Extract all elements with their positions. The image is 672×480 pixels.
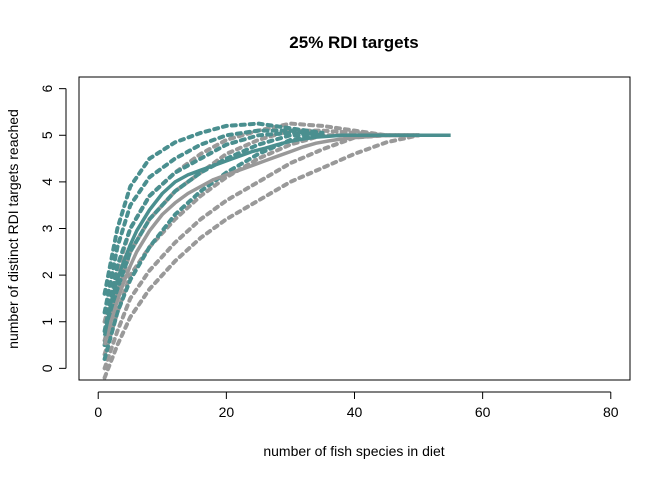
chart-title: 25% RDI targets — [289, 33, 418, 52]
grey-bands-line — [102, 128, 421, 343]
y-tick-label: 1 — [39, 318, 55, 326]
y-tick-label: 5 — [39, 131, 55, 139]
y-tick-label: 6 — [39, 85, 55, 93]
teal-mean-line — [102, 133, 451, 337]
x-tick-label: 80 — [603, 404, 619, 420]
teal-bands-line — [102, 133, 325, 347]
teal-bands-line — [102, 121, 325, 296]
y-tick-label: 4 — [39, 178, 55, 186]
mean-lines-layer — [102, 133, 451, 346]
y-tick-label: 3 — [39, 224, 55, 232]
x-tick-label: 40 — [347, 404, 363, 420]
y-tick-label: 2 — [39, 271, 55, 279]
x-tick-label: 60 — [475, 404, 491, 420]
grey-bands-line — [102, 133, 421, 371]
y-tick-label: 0 — [39, 364, 55, 372]
x-tick-label: 20 — [219, 404, 235, 420]
teal-bands-line — [102, 133, 325, 361]
x-axis: 0 20 40 60 80 — [94, 391, 619, 420]
teal-bands-line — [102, 128, 325, 315]
x-axis-label: number of fish species in diet — [263, 443, 444, 459]
x-tick-label: 0 — [94, 404, 102, 420]
teal-bands-line — [102, 130, 325, 334]
y-axis: 0 1 2 3 4 5 6 — [39, 85, 67, 372]
y-axis-label: number of distinct RDI targets reached — [5, 109, 21, 349]
grey-bands-line — [102, 133, 421, 380]
grey-bands-line — [102, 121, 421, 324]
plot-area-frame — [78, 76, 631, 381]
